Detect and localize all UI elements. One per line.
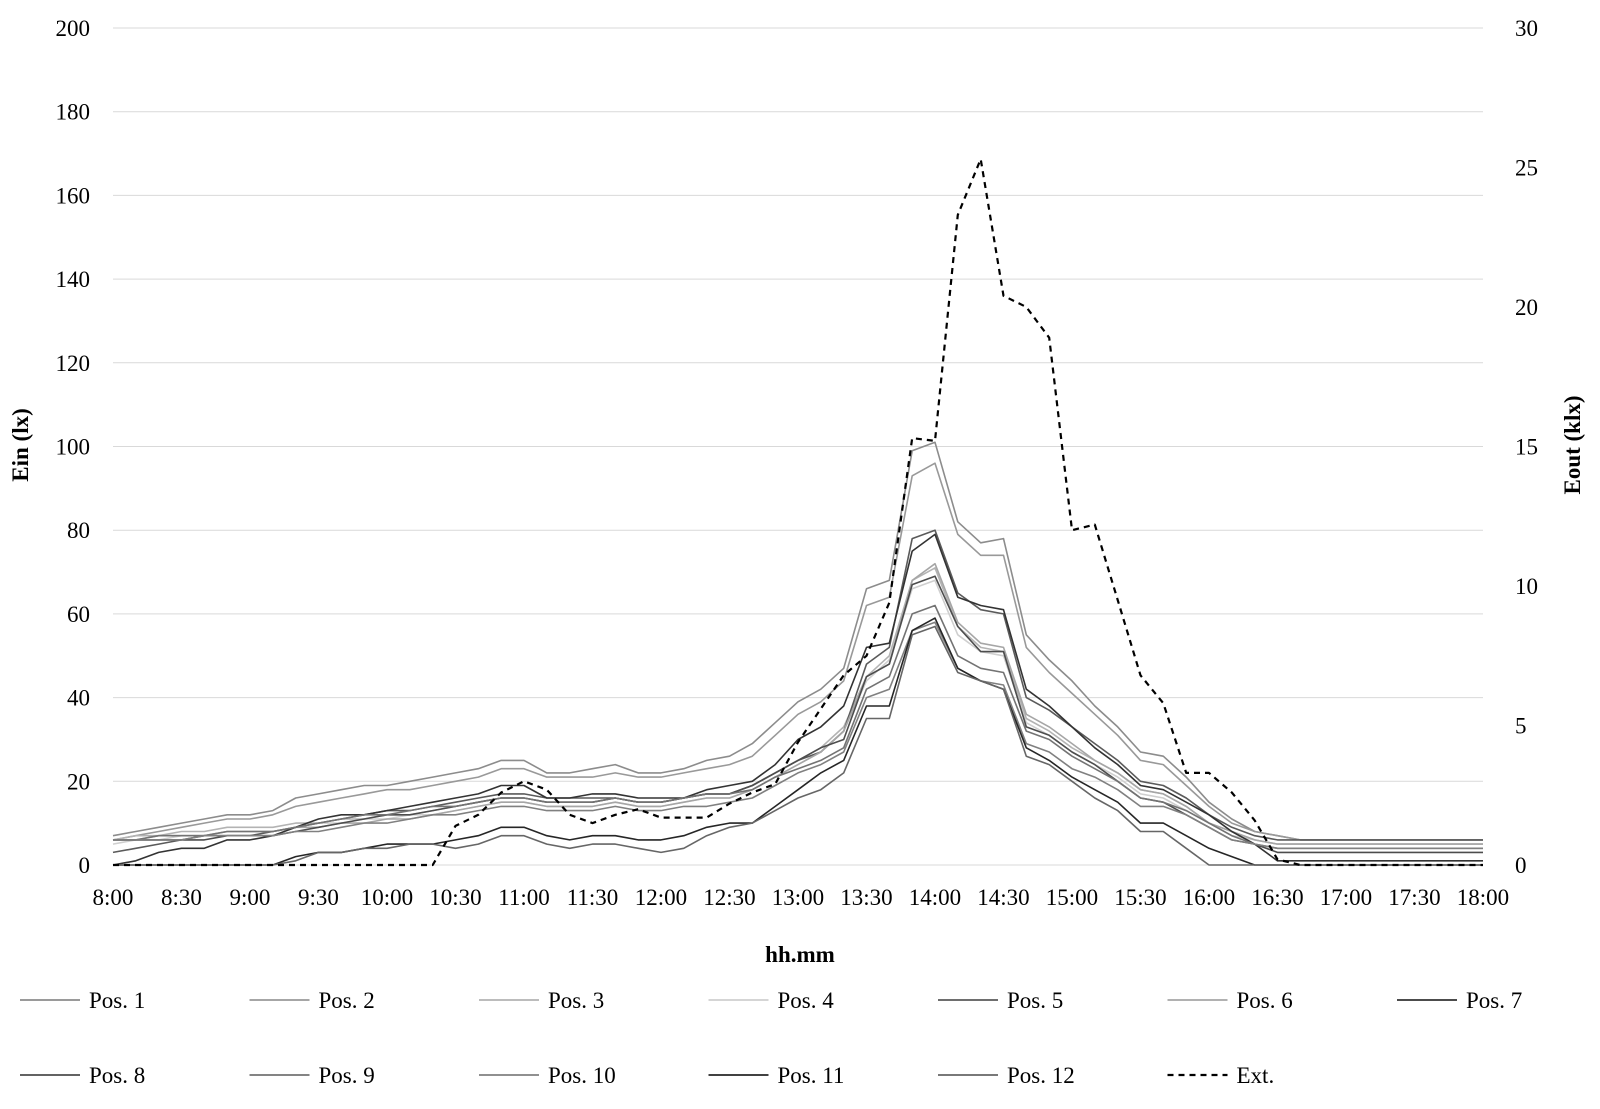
x-tick-label: 15:30 [1114, 885, 1166, 910]
y2-tick-label: 25 [1515, 156, 1538, 181]
y-tick-label: 60 [67, 602, 90, 627]
y-tick-label: 160 [56, 183, 91, 208]
y-tick-label: 40 [67, 686, 90, 711]
x-tick-label: 16:30 [1251, 885, 1303, 910]
legend-label: Pos. 12 [1007, 1063, 1075, 1088]
series-line [113, 621, 1483, 850]
left-y-axis-ticks: 0 20 40 60 80 100 120 140 160 180 200 [56, 16, 91, 878]
series-line [112, 533, 1483, 866]
series-line [112, 462, 1483, 841]
legend-label: Pos. 2 [319, 988, 375, 1013]
y-tick-label: 80 [67, 518, 90, 543]
y2-tick-label: 15 [1515, 435, 1538, 460]
x-tick-label: 10:30 [429, 885, 481, 910]
x-tick-label: 9:00 [230, 885, 271, 910]
legend-label: Pos. 5 [1007, 988, 1063, 1013]
series-line [113, 158, 1483, 867]
y-tick-label: 200 [56, 16, 91, 41]
x-tick-label: 9:30 [298, 885, 339, 910]
series-line [113, 625, 1483, 866]
series-lines [112, 158, 1483, 867]
x-tick-label: 11:30 [567, 885, 619, 910]
y-tick-label: 120 [56, 351, 91, 376]
x-axis-title: hh.mm [765, 942, 835, 967]
y2-tick-label: 20 [1515, 295, 1538, 320]
x-tick-label: 8:30 [161, 885, 202, 910]
x-tick-label: 17:30 [1388, 885, 1440, 910]
x-tick-label: 13:00 [772, 885, 824, 910]
legend-label: Pos. 7 [1466, 988, 1522, 1013]
y-tick-label: 0 [79, 853, 91, 878]
legend-label: Pos. 11 [778, 1063, 845, 1088]
x-tick-label: 10:00 [361, 885, 413, 910]
y2-tick-label: 10 [1515, 574, 1538, 599]
y-tick-label: 20 [67, 769, 90, 794]
y-tick-label: 180 [56, 100, 91, 125]
y2-tick-label: 5 [1515, 714, 1527, 739]
x-tick-label: 8:00 [93, 885, 134, 910]
x-tick-label: 18:00 [1457, 885, 1509, 910]
legend-label: Pos. 10 [548, 1063, 616, 1088]
y2-tick-label: 30 [1515, 16, 1538, 41]
right-y-axis-ticks: 0 5 10 15 20 25 30 [1515, 16, 1538, 878]
x-tick-label: 15:00 [1046, 885, 1098, 910]
x-tick-label: 14:30 [977, 885, 1029, 910]
x-tick-label: 12:00 [635, 885, 687, 910]
x-tick-label: 13:30 [840, 885, 892, 910]
legend-label: Pos. 3 [548, 988, 604, 1013]
x-tick-label: 12:30 [703, 885, 755, 910]
x-axis-ticks: 8:00 8:30 9:00 9:30 10:00 10:30 11:00 11:30 12:0… [93, 885, 1510, 910]
x-tick-label: 17:00 [1320, 885, 1372, 910]
legend-label: Ext. [1237, 1063, 1275, 1088]
legend-label: Pos. 9 [319, 1063, 375, 1088]
x-tick-label: 11:00 [498, 885, 550, 910]
legend-label: Pos. 6 [1237, 988, 1293, 1013]
x-tick-label: 16:00 [1183, 885, 1235, 910]
y-axis-title: Ein (lx) [8, 408, 33, 481]
series-line [112, 529, 1483, 854]
legend-label: Pos. 1 [89, 988, 145, 1013]
y-tick-label: 100 [56, 435, 91, 460]
series-line [113, 604, 1483, 850]
series-line [112, 579, 1483, 845]
gridlines [113, 27, 1483, 866]
legend: Pos. 1 Pos. 2 Pos. 3 Pos. 4 Pos. 5 Pos. 6 Pos.… [20, 988, 1522, 1088]
x-tick-label: 14:00 [909, 885, 961, 910]
legend-label: Pos. 8 [89, 1063, 145, 1088]
legend-label: Pos. 4 [778, 988, 835, 1013]
series-line [112, 441, 1483, 841]
y-tick-label: 140 [56, 267, 91, 292]
y2-tick-label: 0 [1515, 853, 1527, 878]
y2-axis-title: Eout (klx) [1560, 395, 1585, 494]
